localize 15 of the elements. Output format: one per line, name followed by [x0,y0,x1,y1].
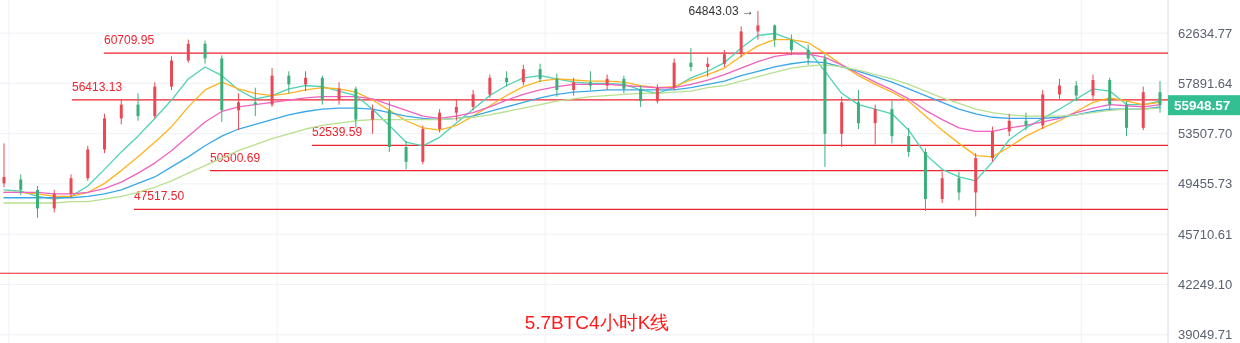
ref-line-label: 56413.13 [72,79,123,94]
y-tick-label: 49455.73 [1178,176,1233,192]
y-tick-label: 53507.70 [1178,126,1233,142]
ref-line-label: 50500.69 [210,150,261,165]
y-tick-label: 42249.10 [1178,277,1233,292]
text: 55948.57 [1174,98,1231,114]
y-tick-label: 39049.71 [1178,327,1233,343]
ref-line-label: 47517.50 [134,189,185,204]
y-tick-label: 45710.61 [1178,226,1233,242]
ref-line-label: 60709.95 [104,33,155,48]
text: 5.7BTC4小时K线 [524,312,670,333]
annotation: 64843.03 → [688,4,754,18]
y-tick-label: 62634.77 [1178,25,1233,41]
ref-line-label: 52539.59 [312,125,363,140]
y-tick-label: 57891.64 [1178,75,1233,91]
